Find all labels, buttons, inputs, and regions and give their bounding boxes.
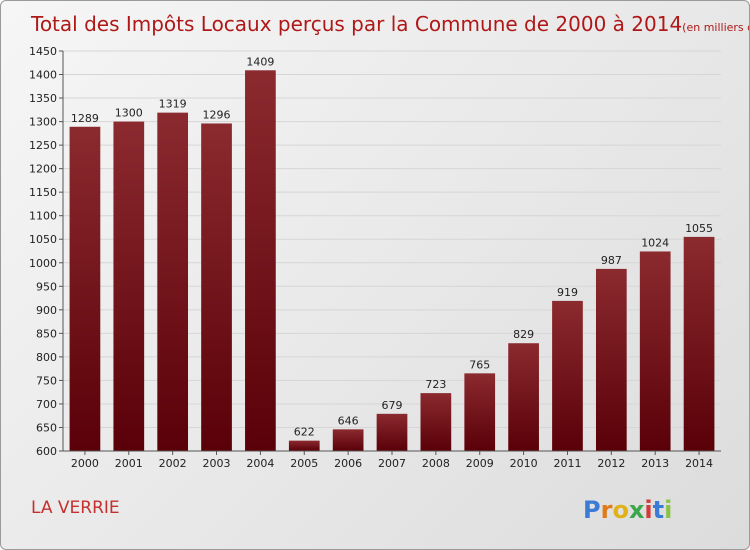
bar (508, 343, 539, 451)
x-tick-label: 2013 (641, 457, 669, 470)
y-tick-label: 850 (36, 327, 57, 340)
y-tick-label: 1100 (29, 210, 57, 223)
bar (113, 121, 145, 452)
x-tick-label: 2001 (115, 457, 143, 470)
y-tick-label: 800 (36, 351, 57, 364)
chart-title-text: Total des Impôts Locaux perçus par la Co… (30, 12, 682, 36)
bar (552, 300, 583, 451)
x-tick-label: 2014 (685, 457, 713, 470)
x-tick-label: 2011 (553, 457, 581, 470)
x-tick-label: 2000 (71, 457, 99, 470)
y-tick-label: 1450 (29, 45, 57, 58)
chart-unit-label: (en milliers d'€) (682, 21, 749, 34)
bar (157, 112, 189, 451)
logo-letter: r (601, 496, 613, 524)
y-tick-label: 900 (36, 304, 57, 317)
y-tick-label: 1350 (29, 92, 57, 105)
commune-name: LA VERRIE (31, 498, 120, 518)
y-tick-label: 950 (36, 280, 57, 293)
x-tick-label: 2002 (159, 457, 187, 470)
bar (332, 429, 364, 451)
bar-value-label: 723 (425, 378, 446, 391)
bar (201, 123, 232, 452)
bar-value-label: 1024 (641, 236, 669, 249)
y-tick-label: 1050 (29, 233, 57, 246)
x-tick-label: 2007 (378, 457, 406, 470)
bar-value-label: 622 (294, 426, 315, 439)
logo-letter: t (653, 496, 664, 524)
y-tick-label: 750 (36, 374, 57, 387)
y-axis-ticks: 600 650 700 750 800 850 900 950 1000 1050 1100 1150… (29, 45, 63, 458)
bar (245, 70, 276, 451)
bar (420, 393, 452, 451)
y-tick-label: 1000 (29, 257, 57, 270)
bar-value-label: 646 (338, 414, 359, 427)
y-tick-label: 1300 (29, 116, 57, 129)
x-tick-label: 2010 (510, 457, 538, 470)
x-tick-label: 2003 (203, 457, 231, 470)
bar-value-label: 1296 (203, 108, 231, 121)
logo-letter: i (644, 496, 652, 524)
x-tick-label: 2008 (422, 457, 450, 470)
bar-value-label: 1289 (71, 112, 99, 125)
chart-title: Total des Impôts Locaux perçus par la Co… (30, 12, 749, 36)
bars: 1289 1300 1319 1296 1409 622 646 679 723 765 829 91… (69, 55, 715, 452)
y-tick-label: 700 (36, 398, 57, 411)
bar (464, 373, 496, 451)
bar-value-label: 829 (513, 328, 534, 341)
bar (288, 440, 320, 451)
bar-value-label: 1409 (246, 55, 274, 68)
bar-value-label: 765 (469, 358, 490, 371)
bar (639, 251, 671, 451)
x-tick-label: 2012 (597, 457, 625, 470)
y-tick-label: 600 (36, 445, 57, 458)
y-tick-label: 1150 (29, 186, 57, 199)
logo-letter: P (583, 496, 601, 524)
y-tick-label: 650 (36, 421, 57, 434)
logo-letter: x (629, 496, 645, 524)
logo-letter: i (664, 496, 672, 524)
bar-value-label: 919 (557, 286, 578, 299)
bar-value-label: 1055 (685, 222, 713, 235)
logo-letter: o (612, 496, 629, 524)
bar-value-label: 1300 (115, 107, 143, 120)
y-tick-label: 1400 (29, 69, 57, 82)
bar (376, 413, 408, 451)
bar-value-label: 679 (382, 399, 403, 412)
bar (69, 126, 101, 451)
y-tick-label: 1250 (29, 139, 57, 152)
x-tick-label: 2004 (246, 457, 274, 470)
x-axis-ticks: 2000 2001 2002 2003 2004 2005 2006 2007 2008 2009… (71, 451, 713, 470)
bar (595, 268, 627, 451)
bar-value-label: 1319 (159, 98, 187, 111)
x-tick-label: 2005 (290, 457, 318, 470)
bar-value-label: 987 (601, 254, 622, 267)
x-tick-label: 2009 (466, 457, 494, 470)
x-tick-label: 2006 (334, 457, 362, 470)
proxiti-logo: Proxiti (583, 496, 672, 524)
bar (683, 236, 715, 451)
y-tick-label: 1200 (29, 163, 57, 176)
